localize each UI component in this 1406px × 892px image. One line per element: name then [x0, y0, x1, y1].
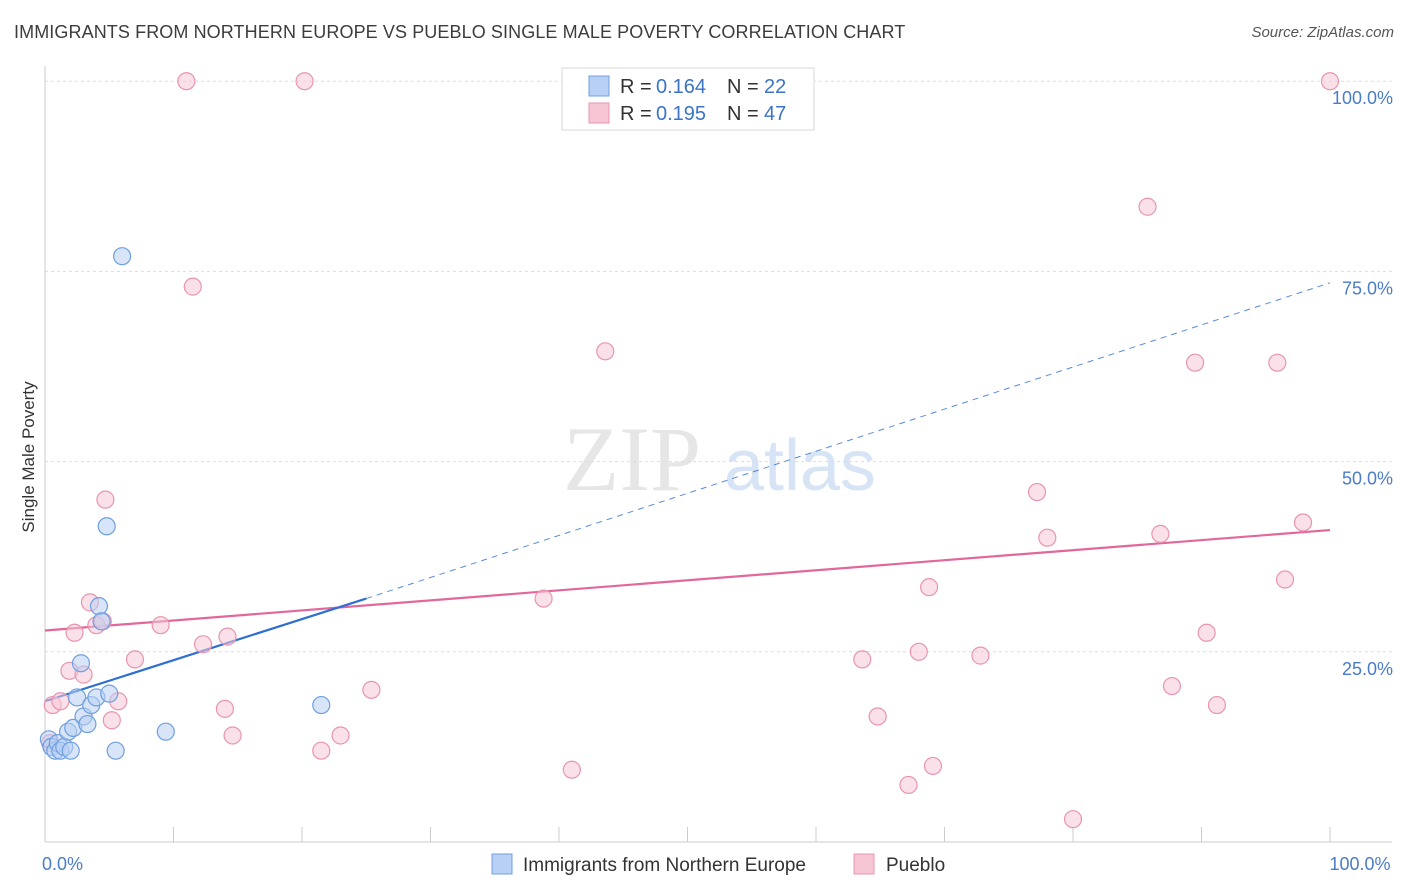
point-immigrants-10 — [71, 654, 91, 673]
stats-n-label-blue: N = — [727, 76, 759, 98]
source-label: Source: ZipAtlas.com — [1251, 24, 1394, 41]
point-pueblo-37 — [1138, 197, 1157, 216]
point-pueblo-33 — [971, 646, 990, 665]
point-immigrants-9 — [68, 688, 87, 707]
point-pueblo-20 — [295, 72, 314, 91]
stats-n-value-blue: 22 — [764, 76, 786, 98]
point-immigrants-18 — [100, 684, 119, 703]
watermark-atlas: atlas — [724, 426, 876, 506]
legend-label-pueblo: Pueblo — [886, 855, 945, 876]
point-pueblo-42 — [1207, 695, 1227, 715]
point-immigrants-21 — [156, 722, 175, 741]
point-pueblo-32 — [923, 756, 943, 776]
point-pueblo-45 — [1293, 513, 1313, 532]
trend-line-pueblo — [44, 528, 1331, 632]
tick-labels: 25.0% 50.0% 75.0% 100.0% 0.0% 100.0% — [42, 88, 1393, 874]
point-pueblo-46 — [1320, 72, 1340, 91]
point-immigrants-19 — [106, 741, 125, 760]
y-tick-label-25: 25.0% — [1342, 659, 1393, 679]
point-pueblo-39 — [1162, 676, 1182, 696]
point-pueblo-41 — [1197, 623, 1216, 642]
series-legend: Immigrants from Northern Europe Pueblo — [491, 853, 945, 876]
point-pueblo-12 — [125, 650, 145, 669]
gridlines — [45, 80, 1392, 653]
point-pueblo-38 — [1151, 524, 1170, 543]
point-pueblo-17 — [215, 699, 234, 718]
y-tick-label-100: 100.0% — [1332, 88, 1393, 108]
point-immigrants-22 — [312, 695, 331, 715]
point-pueblo-31 — [919, 578, 939, 597]
point-pueblo-30 — [909, 642, 928, 661]
point-immigrants-12 — [78, 714, 97, 734]
watermark-zip: ZIP — [563, 408, 701, 510]
stats-r-value-pink: 0.195 — [656, 103, 706, 125]
stats-legend: R = 0.164 N = 22 R = 0.195 N = 47 — [561, 67, 815, 131]
trend-line-immigrants-extrapolated — [366, 282, 1331, 600]
stats-r-label-pink: R = — [620, 103, 652, 125]
point-pueblo-24 — [534, 589, 553, 608]
chart-title: IMMIGRANTS FROM NORTHERN EUROPE VS PUEBL… — [14, 22, 906, 42]
axes — [44, 66, 1392, 843]
point-immigrants-17 — [97, 517, 116, 536]
legend-label-immigrants: Immigrants from Northern Europe — [523, 855, 806, 876]
x-tick-label-0: 0.0% — [42, 854, 83, 874]
y-tick-label-50: 50.0% — [1342, 469, 1393, 489]
point-immigrants-7 — [61, 741, 80, 760]
stats-r-label-blue: R = — [620, 76, 652, 98]
point-pueblo-34 — [1027, 482, 1047, 502]
data-points — [39, 72, 1340, 829]
point-pueblo-9 — [96, 490, 115, 509]
stats-legend-swatch-pink — [588, 102, 610, 124]
point-pueblo-16 — [193, 635, 213, 654]
point-immigrants-15 — [89, 597, 109, 616]
point-pueblo-44 — [1275, 570, 1295, 589]
y-axis-label: Single Male Poverty — [19, 381, 38, 533]
point-pueblo-14 — [177, 72, 196, 91]
point-pueblo-25 — [562, 760, 581, 779]
point-pueblo-2 — [51, 692, 70, 711]
point-pueblo-36 — [1063, 810, 1083, 829]
legend-swatch-pueblo — [853, 853, 875, 875]
point-pueblo-19 — [223, 726, 242, 745]
y-tick-label-75: 75.0% — [1342, 278, 1393, 298]
point-pueblo-4 — [65, 623, 84, 642]
point-pueblo-35 — [1038, 528, 1057, 547]
point-pueblo-21 — [312, 741, 331, 760]
point-pueblo-27 — [853, 650, 872, 669]
point-pueblo-26 — [596, 342, 615, 361]
point-pueblo-28 — [868, 707, 887, 726]
point-pueblo-10 — [102, 711, 121, 730]
stats-n-label-pink: N = — [727, 103, 759, 125]
point-pueblo-23 — [362, 680, 381, 699]
point-pueblo-18 — [218, 627, 237, 646]
legend-swatch-immigrants — [491, 853, 513, 875]
stats-legend-swatch-blue — [588, 75, 610, 97]
point-pueblo-15 — [183, 277, 202, 296]
point-immigrants-20 — [112, 247, 132, 266]
stats-r-value-blue: 0.164 — [656, 76, 706, 98]
x-tick-label-100: 100.0% — [1329, 854, 1390, 874]
point-pueblo-13 — [151, 616, 170, 635]
point-pueblo-29 — [899, 775, 918, 795]
point-pueblo-22 — [331, 726, 350, 745]
point-pueblo-40 — [1185, 353, 1205, 372]
point-immigrants-16 — [92, 612, 111, 631]
point-pueblo-43 — [1268, 353, 1287, 372]
stats-n-value-pink: 47 — [764, 103, 786, 125]
